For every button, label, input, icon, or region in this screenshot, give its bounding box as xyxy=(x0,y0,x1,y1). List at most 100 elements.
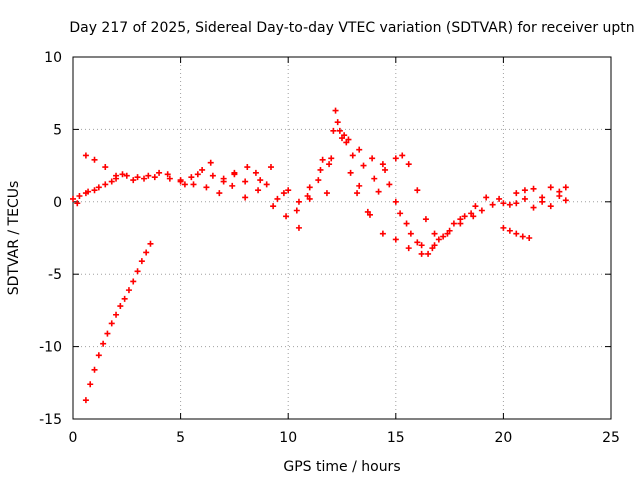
plot-frame xyxy=(72,56,612,420)
data-point xyxy=(332,107,339,114)
data-point xyxy=(500,224,507,231)
data-point xyxy=(285,187,292,194)
data-point xyxy=(386,181,393,188)
data-point xyxy=(177,178,184,185)
data-point xyxy=(82,152,89,159)
data-point xyxy=(306,184,313,191)
data-point xyxy=(328,155,335,162)
data-point xyxy=(231,169,238,176)
data-point xyxy=(539,198,546,205)
data-point xyxy=(323,190,330,197)
data-point xyxy=(418,242,425,249)
data-point xyxy=(403,220,410,227)
data-point xyxy=(334,119,341,126)
data-point xyxy=(119,171,126,178)
data-point xyxy=(399,152,406,159)
data-point xyxy=(339,135,345,142)
data-point xyxy=(345,136,352,143)
data-point xyxy=(392,155,399,162)
data-point xyxy=(121,295,128,302)
data-point xyxy=(91,366,98,373)
data-point xyxy=(330,127,337,134)
data-point xyxy=(349,152,356,159)
data-point xyxy=(382,166,389,173)
data-point xyxy=(82,397,89,404)
x-tick-label: 10 xyxy=(279,430,297,446)
data-point xyxy=(392,198,399,205)
data-point xyxy=(95,352,102,359)
data-point xyxy=(379,161,386,168)
data-point xyxy=(397,210,404,217)
data-point xyxy=(138,258,145,265)
data-point xyxy=(113,172,120,179)
data-point xyxy=(457,220,464,227)
data-point xyxy=(108,320,115,327)
data-point xyxy=(102,181,109,188)
data-point xyxy=(257,177,264,184)
data-point xyxy=(414,187,421,194)
data-point xyxy=(295,224,302,231)
data-point xyxy=(199,166,206,173)
data-point xyxy=(547,184,554,191)
data-point xyxy=(500,200,507,207)
x-tick-labels: 0 5 10 15 20 25 xyxy=(69,430,620,446)
data-point xyxy=(102,164,109,171)
data-point xyxy=(366,211,373,218)
data-point xyxy=(414,239,421,246)
y-tick-label: -5 xyxy=(48,267,62,283)
series-ribbon-b xyxy=(74,107,513,252)
data-point xyxy=(379,230,386,237)
data-point xyxy=(100,340,107,347)
data-point xyxy=(407,230,414,237)
data-point xyxy=(513,230,520,237)
data-point xyxy=(483,194,490,201)
data-point xyxy=(156,169,163,176)
data-point xyxy=(267,164,274,171)
data-point xyxy=(113,311,120,318)
data-point xyxy=(95,184,102,191)
x-tick-label: 0 xyxy=(69,430,78,446)
data-point xyxy=(293,207,300,214)
data-point xyxy=(530,185,537,192)
x-tick-label: 25 xyxy=(602,430,620,446)
data-point xyxy=(405,161,412,168)
data-point xyxy=(74,200,81,207)
data-point xyxy=(435,236,442,243)
data-point xyxy=(270,203,277,210)
data-point xyxy=(130,278,137,285)
data-point xyxy=(547,203,554,210)
series-ribbon-a xyxy=(70,119,507,257)
data-point xyxy=(207,159,214,166)
data-point xyxy=(190,181,197,188)
data-point xyxy=(306,195,313,202)
data-point xyxy=(317,166,324,173)
data-point xyxy=(513,200,520,207)
y-axis-label: SDTVAR / TECUs xyxy=(6,181,22,296)
data-point xyxy=(70,195,76,202)
data-point xyxy=(220,178,227,185)
data-point xyxy=(425,250,432,257)
series-late-dipping xyxy=(500,224,533,241)
data-point xyxy=(371,175,378,182)
data-point xyxy=(104,330,111,337)
y-tick-label: -10 xyxy=(39,340,62,356)
data-point xyxy=(91,156,98,163)
data-point xyxy=(209,172,216,179)
data-point xyxy=(519,233,526,240)
data-point xyxy=(143,249,150,256)
data-point xyxy=(418,250,425,257)
data-point xyxy=(280,190,287,197)
data-point xyxy=(91,187,98,194)
data-point xyxy=(76,193,83,200)
data-point xyxy=(134,268,141,275)
data-point xyxy=(125,287,132,294)
y-tick-label: 5 xyxy=(53,122,62,138)
data-point xyxy=(229,182,236,189)
data-point xyxy=(263,181,270,188)
data-point xyxy=(496,195,503,202)
data-point xyxy=(244,164,251,171)
data-point xyxy=(188,174,195,181)
data-point xyxy=(360,162,367,169)
data-point xyxy=(134,174,141,181)
data-point xyxy=(130,177,137,184)
